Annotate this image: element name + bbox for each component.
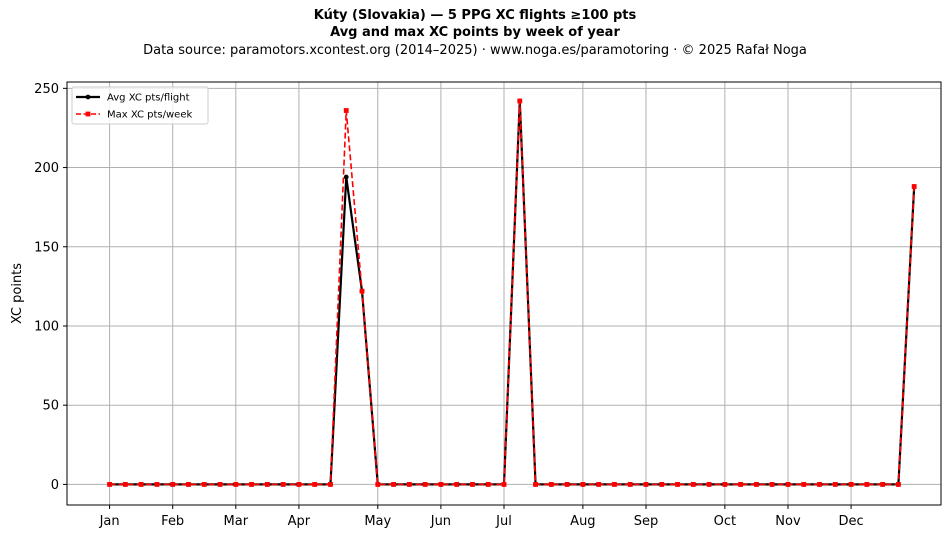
data-point <box>201 482 207 487</box>
data-point <box>880 482 886 487</box>
data-point <box>501 482 507 487</box>
x-tick-label: May <box>364 514 391 529</box>
data-point <box>170 482 176 487</box>
data-point <box>217 482 223 487</box>
x-tick-label: Apr <box>288 514 311 529</box>
x-tick-label: Sep <box>634 514 659 529</box>
data-point <box>533 482 538 487</box>
legend-label: Avg XC pts/flight <box>107 93 190 104</box>
data-point <box>864 482 870 487</box>
data-point <box>186 482 191 487</box>
x-tick-label: Mar <box>224 514 249 529</box>
data-point <box>848 482 854 487</box>
data-point <box>454 482 460 487</box>
x-tick-label: Oct <box>714 514 736 529</box>
y-tick-label: 50 <box>42 399 59 414</box>
data-point <box>138 482 144 487</box>
data-point <box>296 482 302 487</box>
data-point <box>280 482 286 487</box>
data-point <box>785 482 791 487</box>
x-tick-label: Aug <box>570 514 595 529</box>
legend: Avg XC pts/flight Max XC pts/week <box>71 86 209 125</box>
data-point <box>659 482 665 487</box>
data-point <box>911 184 917 189</box>
y-tick-label: 0 <box>51 478 59 493</box>
x-tick-label: Jun <box>430 514 451 529</box>
legend-item: Avg XC pts/flight <box>76 93 190 104</box>
x-tick-label: Feb <box>161 514 184 529</box>
data-point <box>249 482 254 487</box>
data-point <box>517 98 523 104</box>
data-point <box>675 482 680 487</box>
data-point <box>627 482 633 487</box>
data-point <box>706 482 712 487</box>
data-point <box>312 482 318 487</box>
data-point <box>343 174 349 180</box>
data-point <box>375 482 381 487</box>
data-point <box>612 482 617 487</box>
data-point <box>722 482 728 487</box>
chart-caption: Data source: paramotors.xcontest.org (20… <box>143 43 807 58</box>
data-point <box>817 482 822 487</box>
y-axis-label: XC points <box>10 263 25 324</box>
data-point <box>470 482 475 487</box>
data-point <box>264 482 270 487</box>
data-point <box>485 482 491 487</box>
legend-marker <box>85 111 91 117</box>
legend-label: Max XC pts/week <box>107 110 192 121</box>
x-tick-label: Nov <box>775 514 801 529</box>
y-tick-label: 200 <box>34 161 59 176</box>
data-point <box>438 482 444 487</box>
data-point <box>154 482 160 487</box>
data-point <box>690 482 696 487</box>
data-point <box>233 482 239 487</box>
data-point <box>832 482 838 487</box>
x-tick-label: Jul <box>495 514 512 529</box>
chart-title: Kúty (Slovakia) — 5 PPG XC flights ≥100 … <box>313 8 637 23</box>
data-point <box>422 482 428 487</box>
series-group <box>107 98 917 487</box>
data-point <box>343 108 349 113</box>
data-point <box>359 288 365 294</box>
x-tick-label: Dec <box>838 514 863 529</box>
data-point <box>643 482 649 487</box>
data-point <box>754 482 759 487</box>
data-point <box>328 482 333 487</box>
data-point <box>596 482 602 487</box>
y-tick-label: 250 <box>34 82 59 97</box>
chart-subtitle: Avg and max XC points by week of year <box>330 25 620 40</box>
x-axis-ticks: Jan Feb Mar Apr May Jun Jul Aug Sep Oct Nov Dec <box>99 505 864 529</box>
y-tick-label: 150 <box>34 240 59 255</box>
legend-box <box>71 86 209 125</box>
data-point <box>391 482 396 487</box>
data-point <box>801 482 807 487</box>
data-point <box>107 482 112 487</box>
y-axis-ticks: 0 50 100 150 200 250 <box>34 82 67 493</box>
y-tick-label: 100 <box>34 319 59 334</box>
data-point <box>548 482 554 487</box>
x-tick-label: Jan <box>99 514 120 529</box>
data-point <box>580 482 586 487</box>
data-point <box>564 482 570 487</box>
data-point <box>406 482 412 487</box>
legend-item: Max XC pts/week <box>76 110 192 121</box>
series-line <box>109 100 915 486</box>
data-point <box>896 482 901 487</box>
legend-marker <box>85 94 91 100</box>
data-point <box>769 482 775 487</box>
data-point <box>738 482 744 487</box>
data-point <box>122 482 128 487</box>
series-max <box>107 98 917 487</box>
grid-lines <box>67 82 941 505</box>
